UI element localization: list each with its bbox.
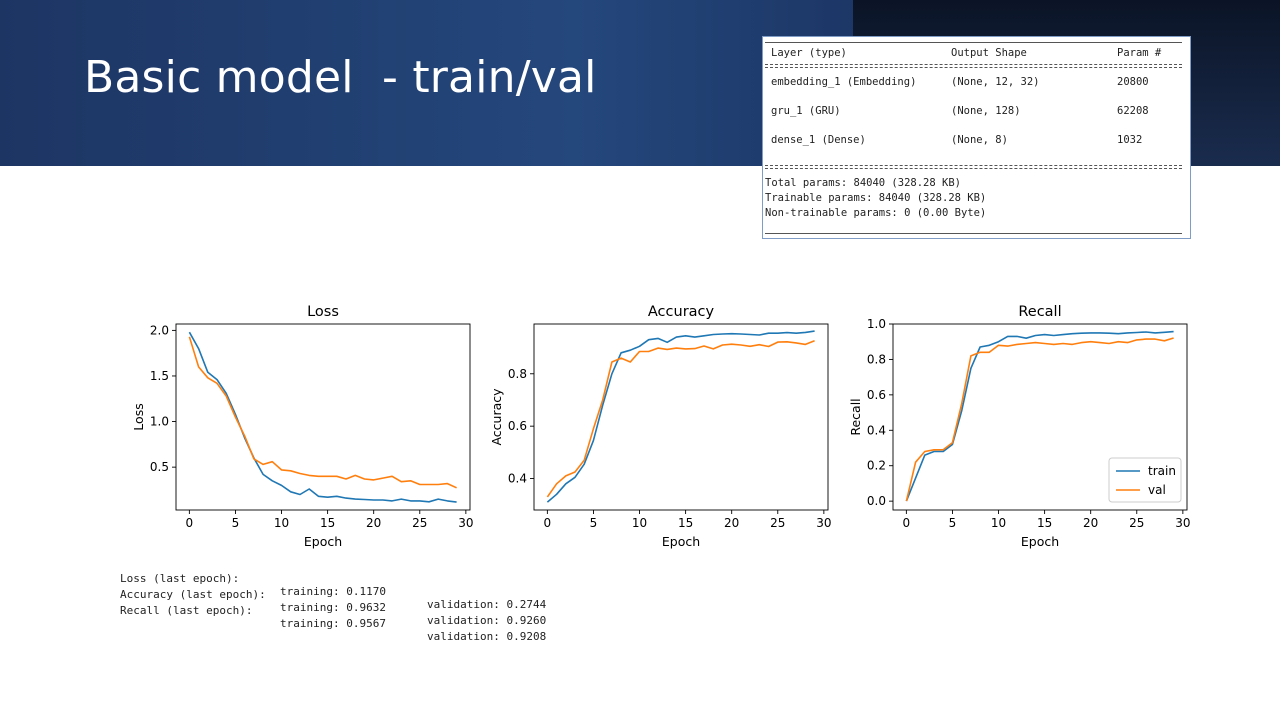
summary-total-params: Total params: 84040 (328.28 KB)	[765, 177, 961, 189]
summary-bottom-rule	[765, 233, 1182, 234]
stats-row-accuracy: Accuracy (last epoch): training: 0.9632 …	[120, 575, 546, 627]
x-tick-label: 25	[412, 516, 427, 530]
summary-header-rule	[765, 64, 1182, 68]
summary-layer-shape: (None, 128)	[951, 105, 1021, 117]
x-axis-label: Epoch	[662, 534, 700, 549]
summary-layer-shape: (None, 8)	[951, 134, 1008, 146]
y-tick-label: 0.4	[508, 472, 527, 486]
series-line-series-0	[188, 331, 457, 503]
x-tick-label: 30	[816, 516, 831, 530]
x-tick-label: 20	[1083, 516, 1098, 530]
series-line-series-0	[546, 330, 815, 503]
stats-label: Accuracy (last epoch):	[120, 588, 266, 601]
stats-label: Loss (last epoch):	[120, 572, 240, 585]
stats-validation: validation: 0.9260	[427, 614, 547, 627]
y-tick-label: 0.0	[867, 494, 886, 508]
x-tick-label: 0	[544, 516, 552, 530]
summary-layer-shape: (None, 12, 32)	[951, 76, 1040, 88]
summary-layer-params: 1032	[1117, 134, 1143, 146]
y-tick-label: 0.8	[508, 367, 527, 381]
chart-loss: 0 5 10 15 20 25 30 0.5 1.0 1.5 2.0 Loss Epoch Loss	[131, 304, 473, 549]
plot-frame	[892, 323, 1188, 511]
summary-layer-params: 62208	[1117, 105, 1149, 117]
x-axis-label: Epoch	[1021, 534, 1059, 549]
plot-frame	[533, 323, 829, 511]
summary-trainable-params: Trainable params: 84040 (328.28 KB)	[765, 192, 987, 204]
x-tick-label: 0	[186, 516, 194, 530]
y-axis-label: Accuracy	[489, 388, 504, 446]
summary-layer-name: dense_1 (Dense)	[771, 134, 866, 146]
x-tick-label: 15	[320, 516, 335, 530]
stats-label: Recall (last epoch):	[120, 604, 253, 617]
model-summary-table: Layer (type) Output Shape Param # embedd…	[762, 36, 1191, 239]
y-tick-label: 0.6	[508, 419, 527, 433]
chart-recall: 0 5 10 15 20 25 30 0.0 0.2 0.4 0.6 0.8 1.0 Recall Epoc…	[848, 304, 1190, 549]
x-tick-label: 25	[1129, 516, 1144, 530]
x-tick-label: 10	[991, 516, 1006, 530]
x-tick-label: 25	[770, 516, 785, 530]
summary-layer-name: embedding_1 (Embedding)	[771, 76, 917, 88]
stats-training: training: 0.9567	[280, 617, 386, 630]
stats-validation: validation: 0.2744	[427, 598, 547, 611]
y-tick-label: 0.8	[867, 352, 886, 366]
y-axis-label: Recall	[848, 398, 863, 435]
summary-layer-params: 20800	[1117, 76, 1149, 88]
x-tick-label: 5	[949, 516, 957, 530]
summary-layer-name: gru_1 (GRU)	[771, 105, 841, 117]
x-tick-label: 20	[724, 516, 739, 530]
chart-title: Accuracy	[648, 304, 715, 320]
y-tick-label: 0.4	[867, 423, 886, 437]
summary-footer-rule	[765, 165, 1182, 169]
y-tick-label: 2.0	[150, 323, 169, 337]
series-line-val	[905, 337, 1174, 502]
series-line-series-1	[546, 340, 815, 498]
y-tick-label: 0.6	[867, 388, 886, 402]
chart-accuracy: 0 5 10 15 20 25 30 0.4 0.6 0.8 Accuracy Epoch Accura…	[489, 304, 831, 549]
stats-validation: validation: 0.9208	[427, 630, 547, 643]
stats-row-loss: Loss (last epoch): training: 0.1170 vali…	[120, 559, 546, 611]
summary-header-shape: Output Shape	[951, 47, 1027, 59]
summary-header-params: Param #	[1117, 47, 1162, 59]
x-tick-label: 5	[590, 516, 598, 530]
legend-label: train	[1148, 464, 1176, 478]
y-tick-label: 1.0	[867, 317, 886, 331]
plot-frame	[175, 323, 471, 511]
y-tick-label: 0.2	[867, 459, 886, 473]
x-axis-label: Epoch	[304, 534, 342, 549]
x-tick-label: 15	[1037, 516, 1052, 530]
stats-training: training: 0.9632	[280, 601, 386, 614]
summary-header-layer: Layer (type)	[771, 47, 847, 59]
chart-legend: train val	[1108, 457, 1182, 503]
x-tick-label: 10	[632, 516, 647, 530]
x-tick-label: 30	[1175, 516, 1190, 530]
series-line-train	[905, 330, 1174, 502]
y-tick-label: 1.0	[150, 415, 169, 429]
x-tick-label: 30	[458, 516, 473, 530]
x-tick-label: 20	[366, 516, 381, 530]
legend-box	[1108, 457, 1182, 503]
x-tick-label: 5	[232, 516, 240, 530]
chart-title: Loss	[307, 304, 339, 320]
chart-title: Recall	[1018, 304, 1061, 320]
stats-training: training: 0.1170	[280, 585, 386, 598]
series-line-series-1	[188, 336, 457, 489]
legend-label: val	[1148, 483, 1166, 497]
summary-nontrainable-params: Non-trainable params: 0 (0.00 Byte)	[765, 207, 987, 219]
summary-top-rule	[765, 42, 1182, 43]
x-tick-label: 10	[274, 516, 289, 530]
y-tick-label: 1.5	[150, 369, 169, 383]
slide-title: Basic model - train/val	[84, 52, 597, 103]
x-tick-label: 15	[678, 516, 693, 530]
last-epoch-stats: Loss (last epoch): training: 0.1170 vali…	[120, 559, 546, 643]
x-tick-label: 0	[903, 516, 911, 530]
y-axis-label: Loss	[131, 403, 146, 430]
y-tick-label: 0.5	[150, 460, 169, 474]
stats-row-recall: Recall (last epoch): training: 0.9567 va…	[120, 591, 546, 643]
